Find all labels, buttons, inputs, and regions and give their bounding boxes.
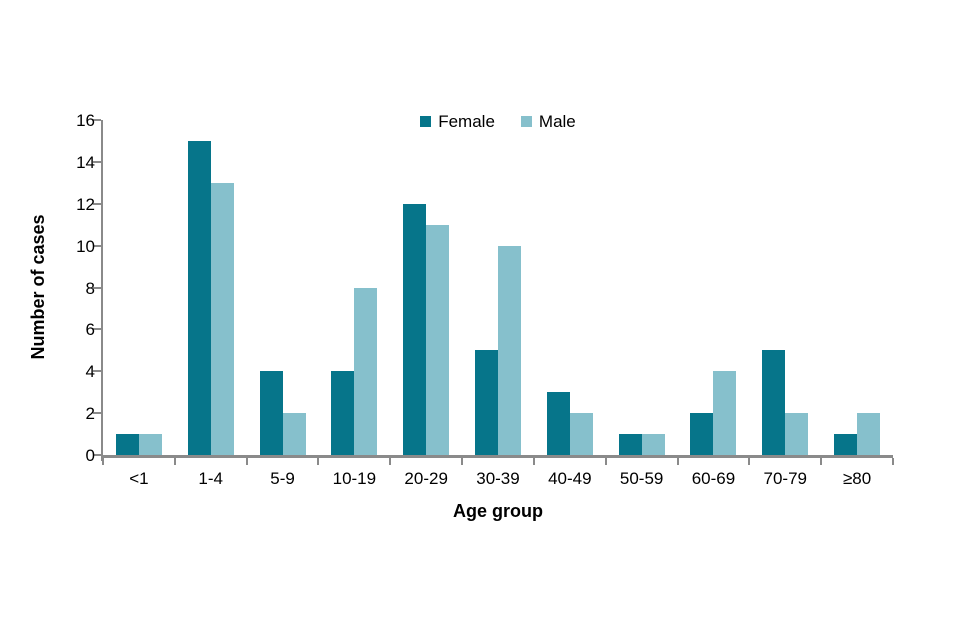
y-axis-tick — [93, 244, 101, 247]
y-axis-line — [101, 120, 103, 461]
bar-male-10-19 — [354, 287, 378, 455]
bar-group-20-29 — [390, 120, 462, 455]
x-axis-tick — [173, 458, 176, 465]
bar-male-60-69 — [713, 371, 737, 455]
y-axis-tick — [93, 286, 101, 289]
bar-male-≥80 — [857, 413, 881, 455]
y-axis-tick-label: 16 — [76, 111, 95, 130]
bar-group-1-4 — [175, 120, 247, 455]
x-axis-tick — [102, 458, 104, 465]
y-axis-tick-label: 0 — [85, 446, 95, 465]
x-category-label: 60-69 — [691, 469, 736, 488]
bar-male-40-49 — [569, 413, 593, 455]
legend-label-male: Male — [538, 111, 576, 131]
bar-female-<1 — [115, 434, 139, 455]
bar-male-5-9 — [282, 413, 306, 455]
x-category-label: ≥80 — [842, 469, 872, 488]
legend-swatch-male — [520, 115, 532, 127]
x-axis-tick — [676, 458, 679, 465]
y-axis-tick — [93, 119, 101, 121]
bar-group-<1 — [103, 120, 175, 455]
y-axis-tick-label: 8 — [85, 278, 95, 298]
x-category-label: 10-19 — [332, 469, 377, 488]
y-axis-tick — [93, 412, 101, 415]
x-axis-tick — [604, 458, 607, 465]
bar-group-10-19 — [318, 120, 390, 455]
bar-female-30-39 — [474, 350, 498, 455]
bar-male-20-29 — [426, 224, 450, 455]
x-category-label: 40-49 — [548, 469, 592, 488]
y-axis-tick-label: 12 — [76, 194, 95, 214]
bar-male-30-39 — [497, 245, 521, 455]
bar-group-70-79 — [749, 120, 821, 455]
x-axis-tick — [748, 458, 751, 465]
bar-male-1-4 — [210, 182, 234, 455]
bar-female-5-9 — [259, 371, 283, 455]
x-category-label: 30-39 — [476, 469, 520, 488]
bar-group-60-69 — [678, 120, 750, 455]
bar-group-5-9 — [247, 120, 319, 455]
y-axis-tick — [93, 370, 101, 373]
plot-area: 0 2 4 6 8 10 12 14 16 <1 1-4 5-9 10-19 20-29 30-39 40-4… — [76, 112, 894, 488]
x-category-label: 20-29 — [404, 469, 448, 488]
x-axis-line — [101, 455, 893, 458]
bar-male-70-79 — [785, 413, 809, 455]
x-category-label: 70-79 — [763, 469, 807, 488]
bar-female-60-69 — [690, 413, 714, 455]
x-axis-tick — [820, 458, 823, 465]
x-axis-tick — [245, 458, 248, 465]
x-category-label: 50-59 — [619, 469, 664, 488]
legend-label-female: Female — [438, 111, 495, 131]
x-axis-tick — [389, 458, 392, 465]
y-axis-tick — [93, 454, 101, 456]
x-category-label: 1-4 — [198, 469, 223, 488]
bar-female-≥80 — [834, 434, 858, 455]
y-axis-tick-label: 10 — [76, 236, 95, 256]
x-category-label: <1 — [129, 469, 149, 488]
y-axis-tick — [93, 328, 101, 331]
bar-female-50-59 — [618, 434, 642, 455]
bar-male-50-59 — [641, 434, 665, 455]
legend-swatch-female — [420, 115, 432, 127]
legend-item-female: Female — [420, 113, 495, 130]
y-axis-tick-label: 6 — [85, 320, 95, 340]
bar-female-10-19 — [331, 371, 355, 455]
y-axis-tick-label: 4 — [85, 362, 95, 382]
y-axis-tick — [93, 202, 101, 205]
x-category-label: 5-9 — [270, 469, 295, 488]
legend-item-male: Male — [520, 111, 576, 131]
bar-female-40-49 — [546, 392, 570, 455]
x-axis-tick — [892, 458, 894, 465]
bar-female-70-79 — [762, 350, 786, 455]
y-axis-tick-label: 14 — [76, 152, 95, 172]
x-axis-tick — [317, 458, 320, 465]
y-axis-tick — [93, 160, 101, 163]
bar-group-≥80 — [821, 120, 893, 455]
legend: Female Male — [103, 110, 893, 132]
x-axis-title: Age group — [453, 501, 543, 521]
x-axis-tick — [461, 458, 464, 465]
bar-female-1-4 — [187, 140, 211, 455]
x-axis-tick — [532, 458, 535, 465]
y-axis-tick-label: 2 — [85, 404, 95, 424]
bar-group-30-39 — [462, 120, 534, 455]
bar-group-50-59 — [606, 120, 678, 455]
bar-male-<1 — [138, 434, 162, 455]
bar-female-20-29 — [403, 203, 427, 455]
bar-group-40-49 — [534, 120, 606, 455]
